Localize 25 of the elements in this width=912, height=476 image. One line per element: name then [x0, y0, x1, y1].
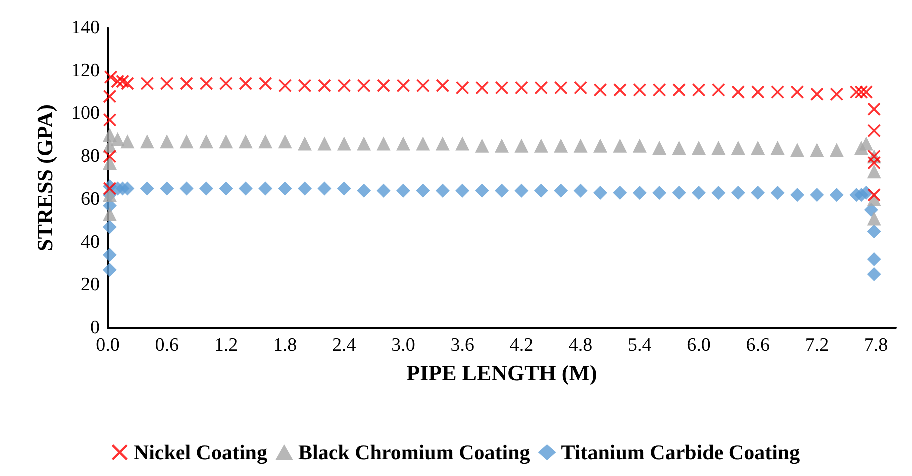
y-tick-label: 60: [81, 188, 100, 210]
x-tick-label: 6.6: [746, 335, 770, 356]
x-tick-label: 6.0: [687, 335, 711, 356]
x-axis-title: PIPE LENGTH (M): [406, 360, 598, 386]
x-tick-label: 0.6: [155, 335, 179, 356]
x-tick-label: 3.6: [450, 335, 474, 356]
y-tick-label: 80: [81, 146, 100, 168]
y-tick-label: 100: [72, 103, 100, 124]
y-axis-title: STRESS (GPA): [32, 104, 58, 252]
x-tick-label: 4.2: [510, 335, 534, 356]
legend-label: Black Chromium Coating: [298, 440, 531, 464]
x-tick-label: 3.0: [392, 335, 416, 356]
y-tick-label: 40: [81, 232, 100, 253]
legend-label: Titanium Carbide Coating: [561, 440, 801, 464]
x-tick-label: 7.8: [864, 335, 888, 356]
legend-label: Nickel Coating: [134, 440, 268, 464]
y-tick-label: 120: [72, 60, 100, 82]
x-tick-label: 1.8: [273, 335, 298, 356]
x-tick-label: 1.2: [214, 335, 238, 356]
y-tick-label: 20: [81, 274, 100, 296]
x-tick-label: 4.8: [568, 335, 593, 356]
x-tick-label: 5.4: [628, 335, 652, 356]
x-tick-label: 2.4: [332, 335, 357, 356]
x-tick-label: 7.2: [805, 335, 830, 356]
y-tick-label: 140: [72, 18, 100, 38]
